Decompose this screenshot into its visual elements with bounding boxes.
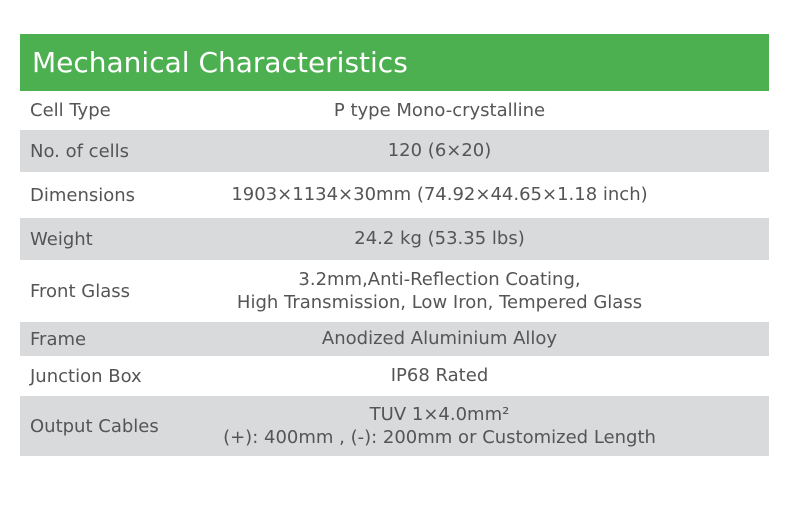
spec-value-line: P type Mono-crystalline (333, 99, 546, 121)
spec-value-line: 3.2mm,Anti-Reflection Coating, (298, 268, 581, 290)
spec-row-cell-type: Cell Type P type Mono-crystalline (20, 91, 769, 130)
spec-label: Cell Type (30, 100, 111, 121)
spec-value-line: (+): 400mm , (-): 200mm or Customized Le… (223, 427, 656, 448)
spec-label: Weight (30, 228, 93, 250)
spec-label: Output Cables (30, 415, 159, 437)
spec-row-frame: Frame Anodized Aluminium Alloy (20, 322, 769, 356)
spec-row-output-cables: Output Cables TUV 1×4.0mm² (+): 400mm , … (20, 396, 769, 456)
table-title: Mechanical Characteristics (32, 46, 408, 79)
spec-value: Anodized Aluminium Alloy (220, 327, 769, 350)
spec-value: IP68 Rated (220, 364, 769, 387)
mechanical-characteristics-table: Mechanical Characteristics Cell Type P t… (20, 34, 769, 456)
spec-label: Frame (30, 328, 87, 350)
spec-row-front-glass: Front Glass 3.2mm,Anti-Reflection Coatin… (20, 260, 769, 322)
spec-value: 1903×1134×30mm (74.92×44.65×1.18 inch) (220, 183, 769, 206)
spec-value: 3.2mm,Anti-Reflection Coating, High Tran… (220, 268, 769, 315)
spec-row-weight: Weight 24.2 kg (53.35 lbs) (20, 218, 769, 260)
spec-label: Junction Box (30, 365, 142, 387)
spec-row-no-of-cells: No. of cells 120 (6×20) (20, 130, 769, 172)
spec-row-junction-box: Junction Box IP68 Rated (20, 356, 769, 396)
spec-value-line: TUV 1×4.0mm² (369, 403, 510, 425)
spec-value: 120 (6×20) (220, 139, 769, 162)
table-header: Mechanical Characteristics (20, 34, 769, 91)
spec-value: 24.2 kg (53.35 lbs) (220, 227, 769, 250)
spec-value-line: Anodized Aluminium Alloy (321, 328, 558, 350)
spec-value-line: High Transmission, Low Iron, Tempered Gl… (236, 292, 643, 313)
spec-value: P type Mono-crystalline (220, 99, 769, 122)
spec-label: Dimensions (30, 184, 136, 206)
spec-value: TUV 1×4.0mm² (+): 400mm , (-): 200mm or … (220, 403, 769, 450)
spec-value-line: 120 (6×20) (387, 140, 492, 162)
spec-value-line: 24.2 kg (53.35 lbs) (354, 228, 525, 250)
spec-value-line: IP68 Rated (390, 365, 489, 387)
spec-value-line: 1903×1134×30mm (74.92×44.65×1.18 inch) (231, 184, 648, 206)
spec-label: No. of cells (30, 140, 130, 162)
spec-row-dimensions: Dimensions 1903×1134×30mm (74.92×44.65×1… (20, 172, 769, 218)
spec-label: Front Glass (30, 280, 130, 302)
